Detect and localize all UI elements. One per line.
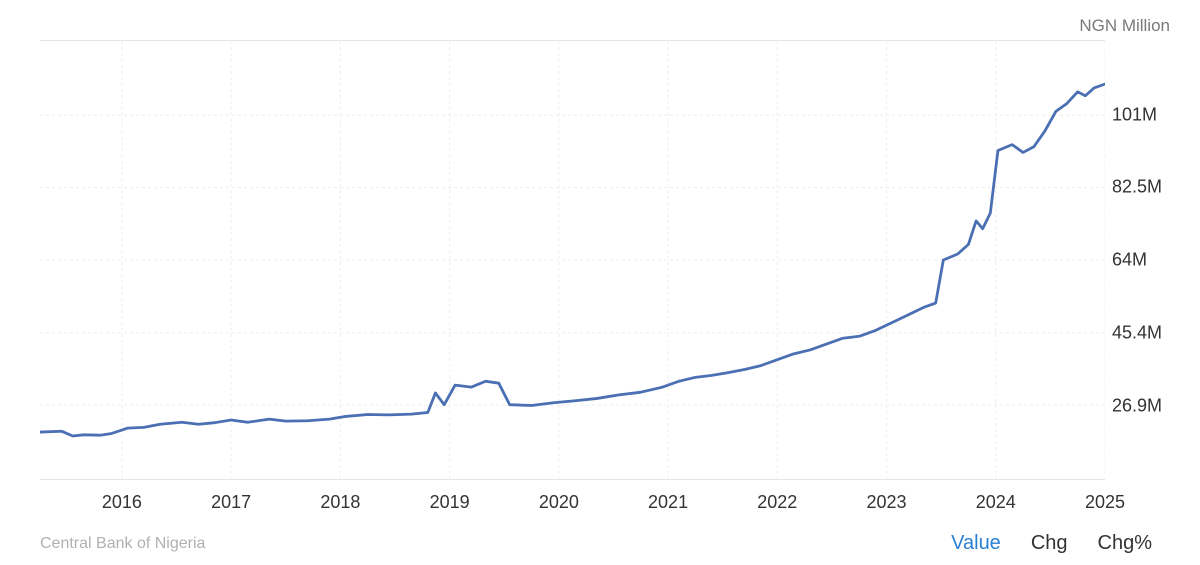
line-chart: [40, 41, 1105, 479]
x-tick-label: 2020: [539, 492, 579, 513]
x-tick-label: 2016: [102, 492, 142, 513]
y-tick-label: 64M: [1112, 250, 1147, 271]
x-tick-label: 2021: [648, 492, 688, 513]
x-tick-label: 2017: [211, 492, 251, 513]
y-tick-label: 26.9M: [1112, 395, 1162, 416]
source-label: Central Bank of Nigeria: [40, 535, 205, 553]
footer-tabs: Value Chg Chg%: [951, 532, 1152, 555]
tab-chgpct[interactable]: Chg%: [1098, 532, 1152, 555]
chart-plot-area: [40, 40, 1105, 480]
tab-value[interactable]: Value: [951, 532, 1001, 555]
unit-label: NGN Million: [1079, 16, 1170, 36]
x-tick-label: 2022: [757, 492, 797, 513]
x-tick-label: 2018: [320, 492, 360, 513]
y-tick-label: 82.5M: [1112, 177, 1162, 198]
x-tick-label: 2023: [867, 492, 907, 513]
y-tick-label: 101M: [1112, 104, 1157, 125]
tab-chg[interactable]: Chg: [1031, 532, 1068, 555]
x-tick-label: 2024: [976, 492, 1016, 513]
x-tick-label: 2025: [1085, 492, 1125, 513]
y-tick-label: 45.4M: [1112, 323, 1162, 344]
series-line: [40, 84, 1105, 436]
x-tick-label: 2019: [430, 492, 470, 513]
